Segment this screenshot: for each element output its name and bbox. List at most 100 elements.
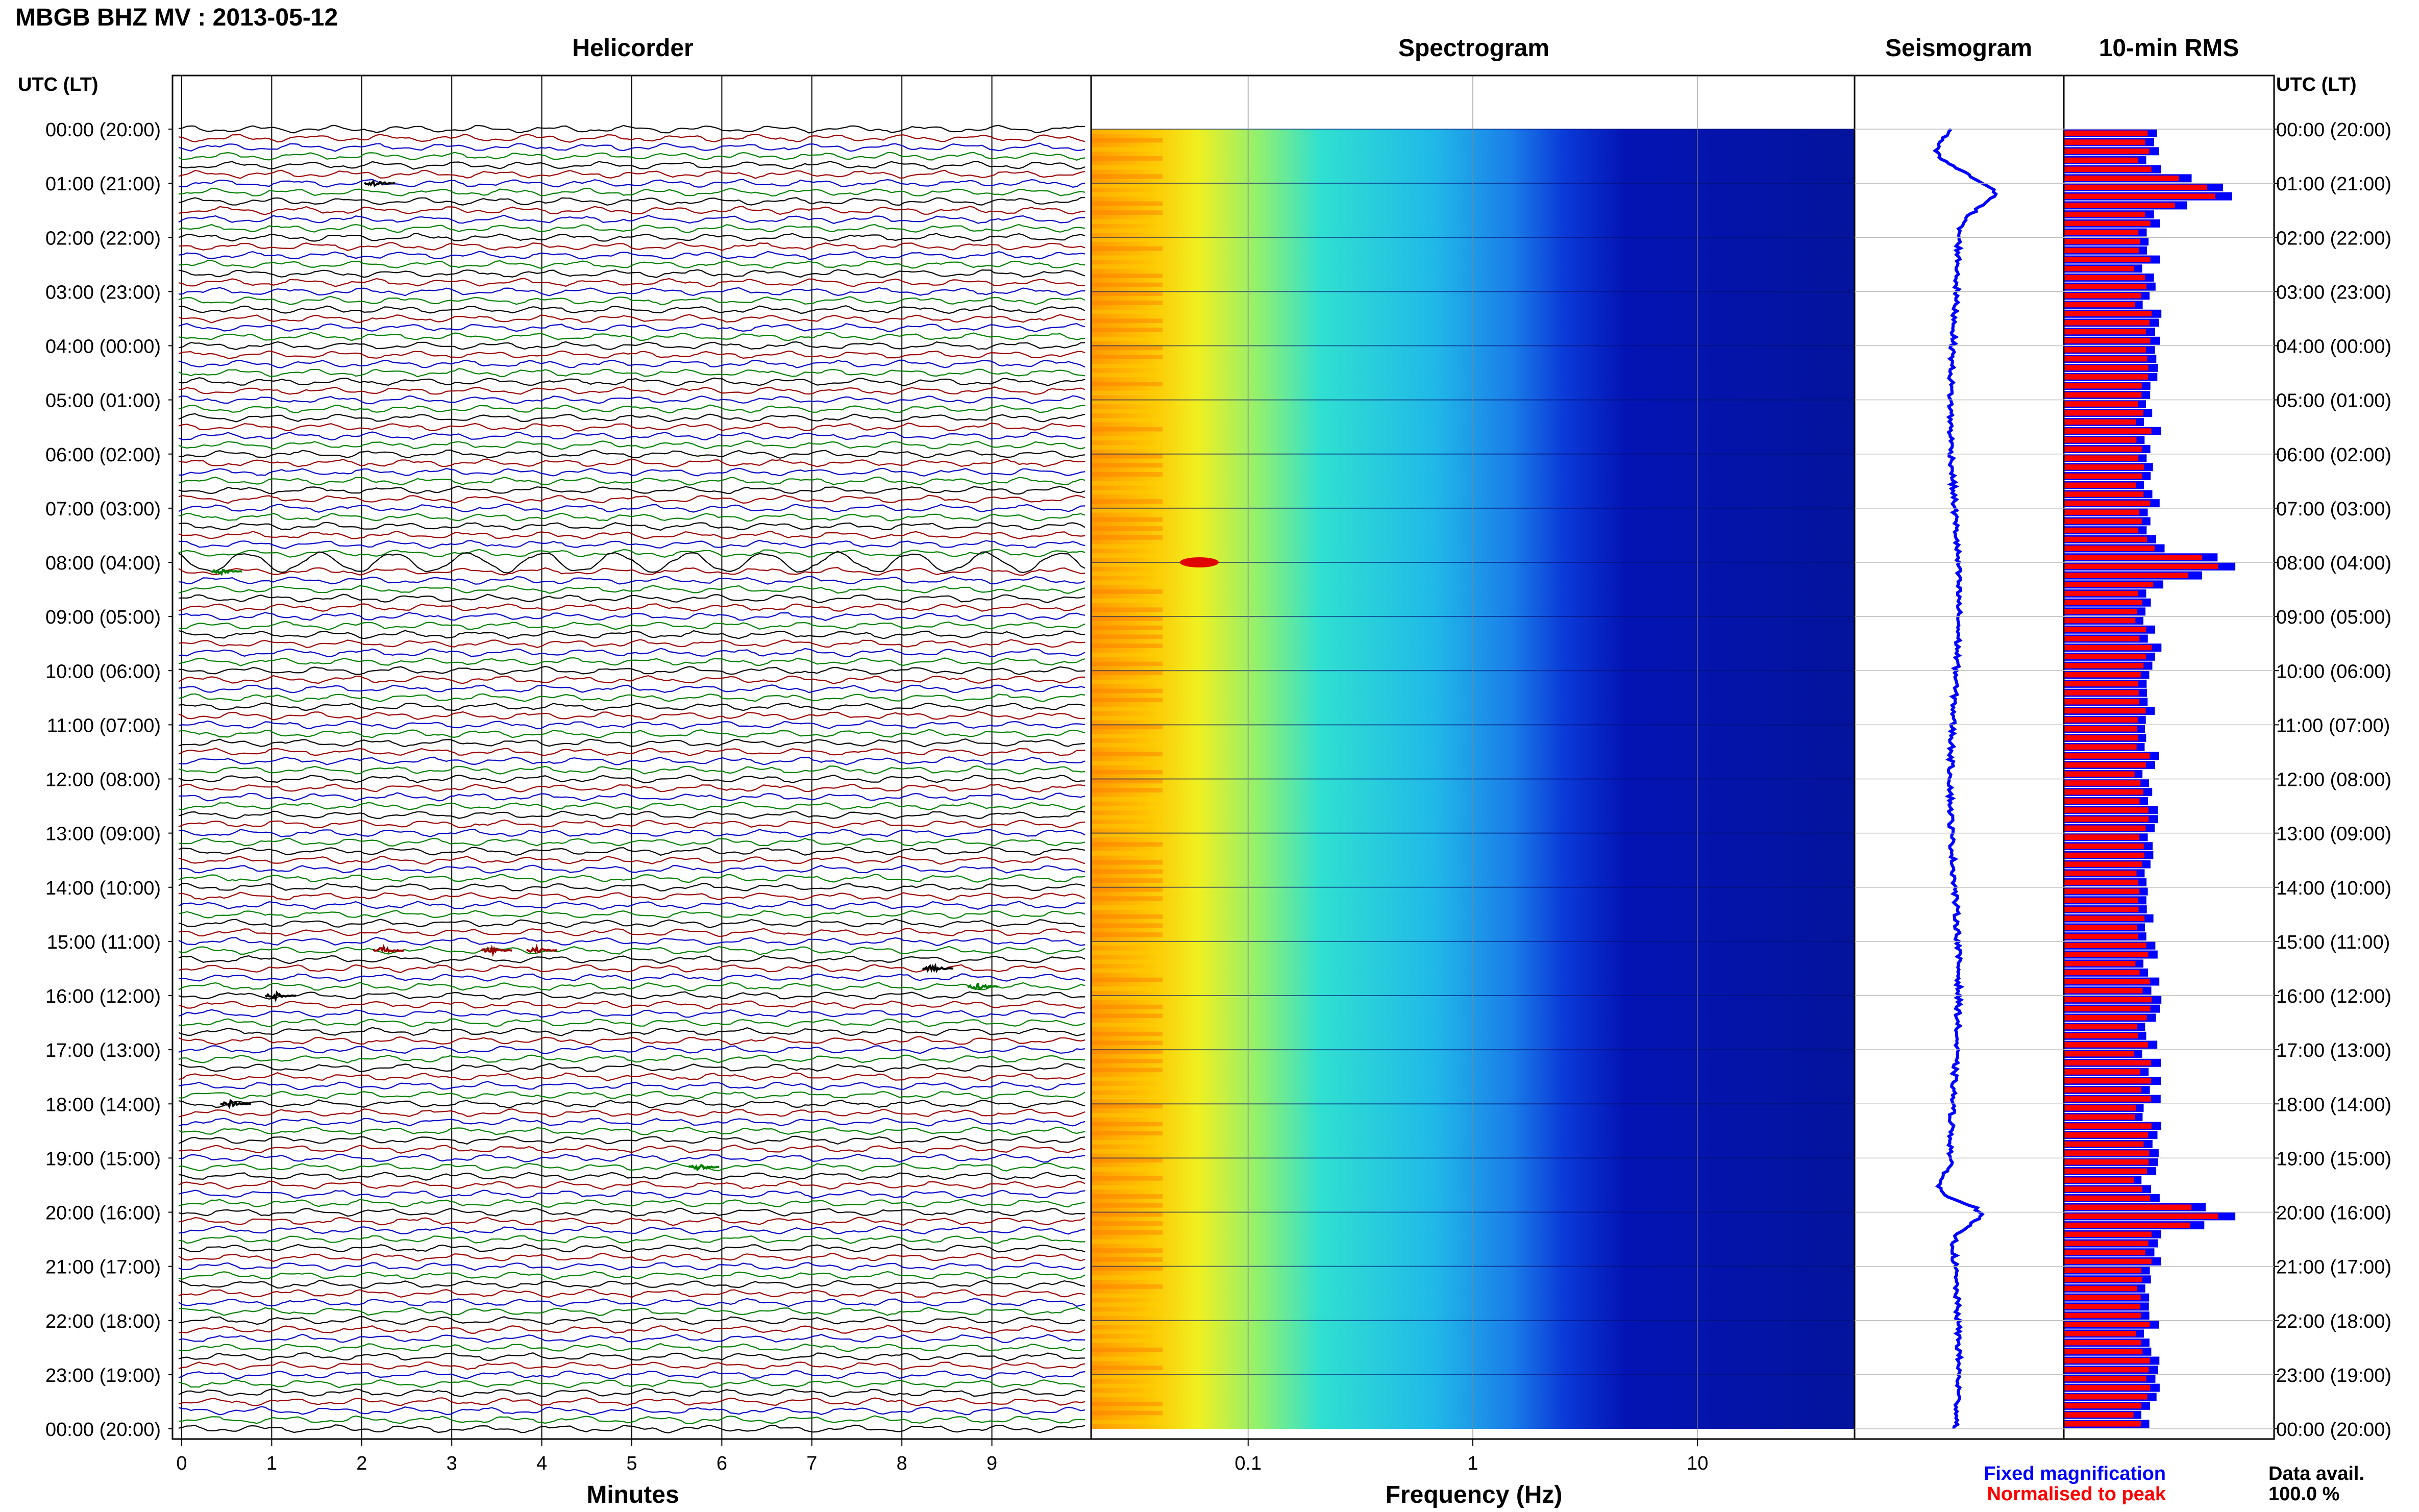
rms-bar-normalised (2064, 1087, 2141, 1093)
helicorder-trace (178, 305, 1085, 314)
helicorder-x-tick-label: 8 (897, 1453, 907, 1474)
helicorder-trace (178, 648, 1085, 657)
rms-bar-normalised (2064, 1376, 2146, 1382)
spectrogram-row-texture (1091, 345, 1163, 351)
spectrogram-row-texture (1091, 1104, 1163, 1109)
spectrogram-row-texture (1091, 1230, 1163, 1235)
time-label-left: 00:00 (20:00) (45, 119, 161, 141)
spectrogram-row-texture (1091, 896, 1163, 901)
rms-bar-normalised (2064, 293, 2141, 299)
rms-bar-normalised (2064, 780, 2141, 786)
helicorder-trace (178, 1172, 1085, 1181)
time-label-right: 19:00 (15:00) (2276, 1148, 2391, 1170)
helicorder-trace (178, 748, 1085, 757)
helicorder-event (220, 1099, 252, 1109)
time-label-right: 16:00 (12:00) (2276, 986, 2391, 1007)
rms-bar-normalised (2064, 428, 2152, 434)
time-label-left: 04:00 (00:00) (45, 336, 161, 358)
helicorder-trace (178, 621, 1085, 630)
helicorder-x-tick-label: 7 (806, 1453, 817, 1474)
rms-bar-normalised (2064, 356, 2148, 362)
time-labels: 00:00 (20:00) 00:00 (20:00) 01:00 (21:00) 0… (45, 119, 2391, 1441)
spectrogram-row-texture (1091, 264, 1163, 269)
rms-bar-normalised (2064, 220, 2151, 227)
rms-bar-normalised (2064, 1213, 2218, 1219)
spectrogram-row-texture (1091, 1401, 1163, 1406)
spectrogram-x-tick-label: 10 (1687, 1453, 1708, 1474)
spectrogram-row-texture (1091, 427, 1163, 432)
rms-bar-normalised (2064, 681, 2139, 687)
spectrogram-row-texture (1091, 363, 1163, 368)
rms-bar-normalised (2064, 184, 2207, 190)
helicorder-trace (178, 657, 1085, 666)
helicorder-trace (178, 1027, 1085, 1036)
rms-bar-normalised (2064, 374, 2148, 380)
helicorder-trace (178, 1234, 1085, 1244)
helicorder-trace (178, 1379, 1085, 1389)
spectrogram-row-texture (1091, 246, 1163, 251)
helicorder-trace (178, 576, 1085, 585)
helicorder-trace (178, 125, 1085, 134)
time-label-left: 14:00 (10:00) (45, 878, 161, 899)
helicorder-trace (178, 1352, 1085, 1361)
rms-bar-normalised (2064, 1060, 2151, 1066)
helicorder-x-tick-label: 0 (176, 1453, 187, 1474)
helicorder-trace (178, 684, 1085, 693)
helicorder-event (922, 962, 953, 974)
helicorder-trace (178, 1288, 1085, 1298)
rms-bar-normalised (2064, 861, 2142, 867)
time-label-left: 01:00 (21:00) (45, 173, 161, 195)
helicorder-trace (178, 828, 1085, 838)
helicorder-trace (178, 946, 1085, 955)
rms-bar-normalised (2064, 419, 2136, 425)
helicorder-trace (179, 1153, 1085, 1163)
helicorder-trace (178, 341, 1085, 351)
rms-bar-normalised (2064, 329, 2146, 335)
spectrogram-row-texture (1091, 616, 1163, 621)
rms-bar-normalised (2064, 1367, 2149, 1373)
rms-bar-normalised (2064, 473, 2142, 479)
rms-bar-normalised (2064, 1159, 2149, 1165)
spectrogram-row-texture (1091, 923, 1163, 928)
rms-bar-normalised (2064, 988, 2143, 994)
spectrogram-row-texture (1091, 688, 1163, 693)
helicorder-trace (178, 927, 1085, 937)
helicorder-trace (178, 847, 1085, 856)
left-axis-label: UTC (LT) (18, 74, 98, 95)
spectrogram-row-texture (1091, 824, 1163, 829)
time-label-left: 19:00 (15:00) (45, 1148, 161, 1170)
spectrogram-row-texture (1091, 1420, 1163, 1425)
rms-title: 10-min RMS (2099, 35, 2239, 62)
rms-bar-normalised (2064, 1069, 2140, 1075)
helicorder-trace (178, 792, 1085, 802)
spectrogram-row-texture (1091, 580, 1163, 585)
spectrogram-row-texture (1091, 1185, 1163, 1190)
spectrogram-row-texture (1091, 770, 1163, 775)
helicorder-trace (178, 639, 1085, 648)
helicorder-x-tick-label: 3 (447, 1453, 457, 1474)
rms-bar-normalised (2064, 230, 2139, 235)
rms-bar-normalised (2064, 410, 2143, 416)
spectrogram-row-texture (1091, 390, 1163, 395)
helicorder-trace (178, 1199, 1085, 1208)
helicorder-trace (178, 260, 1085, 269)
spectrogram-row-texture (1091, 463, 1163, 468)
helicorder-trace (178, 837, 1085, 847)
spectrogram-row-texture (1091, 499, 1163, 504)
spectrogram-row-texture (1091, 454, 1163, 459)
rms-bar-normalised (2064, 762, 2146, 768)
helicorder-trace (178, 1054, 1085, 1063)
rms-bar-normalised (2064, 1304, 2140, 1309)
rms-bar-normalised (2064, 1222, 2190, 1228)
time-label-left: 15:00 (11:00) (47, 932, 161, 953)
spectrogram-row-texture (1091, 652, 1163, 657)
rms-bar-normalised (2064, 157, 2138, 163)
time-label-right: 17:00 (13:00) (2276, 1040, 2391, 1061)
time-label-left: 03:00 (23:00) (45, 282, 161, 303)
spectrogram-row-texture (1091, 1077, 1163, 1081)
helicorder-trace (178, 485, 1085, 495)
time-label-right: 06:00 (02:00) (2276, 444, 2391, 466)
spectrogram-row-texture (1091, 355, 1163, 359)
helicorder-trace (178, 1072, 1085, 1082)
rms-bar-normalised (2064, 284, 2146, 289)
